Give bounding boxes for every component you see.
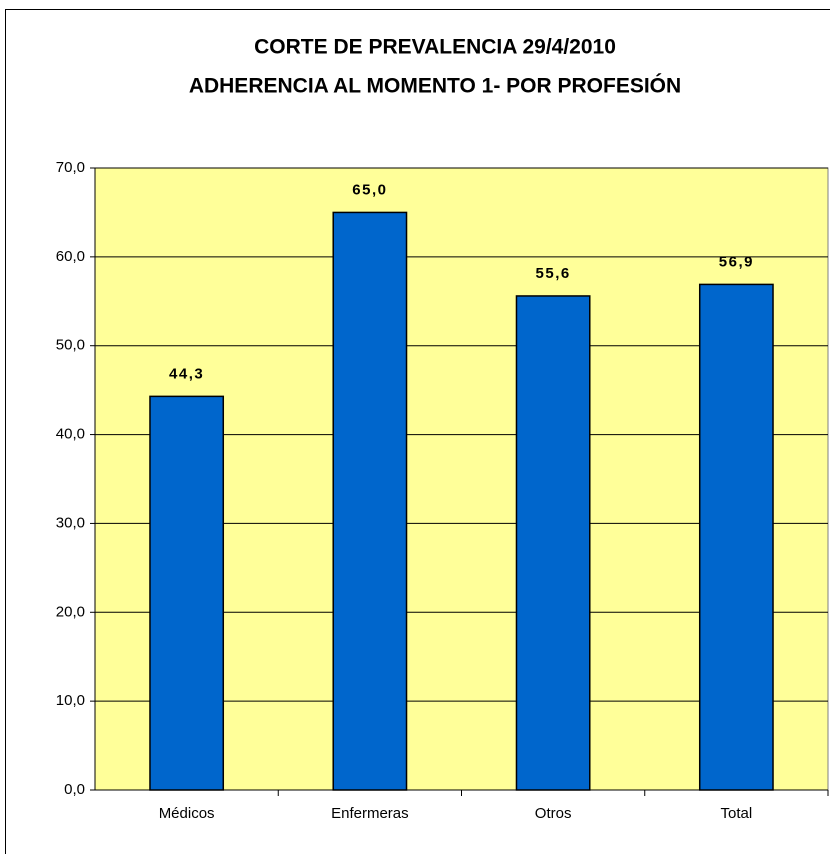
x-tick-label: Médicos (159, 805, 215, 822)
x-tick-label: Total (721, 805, 753, 822)
y-tick-label: 0,0 (64, 781, 85, 798)
bar (515, 295, 591, 791)
y-tick-label: 30,0 (56, 514, 85, 531)
value-label: 56,9 (719, 253, 754, 270)
y-tick-label: 60,0 (56, 248, 85, 265)
bar (149, 395, 225, 791)
value-label: 55,6 (536, 265, 571, 282)
x-tick-label: Otros (535, 805, 572, 822)
y-tick-label: 10,0 (56, 692, 85, 709)
value-label: 65,0 (352, 181, 387, 198)
bar (698, 283, 774, 791)
x-tick-label: Enfermeras (331, 805, 409, 822)
chart-title: ADHERENCIA AL MOMENTO 1- POR PROFESIÓN (189, 74, 681, 98)
value-label: 44,3 (169, 365, 204, 382)
chart-title: CORTE DE PREVALENCIA 29/4/2010 (254, 36, 616, 59)
y-tick-label: 20,0 (56, 603, 85, 620)
y-tick-label: 50,0 (56, 337, 85, 354)
bar (332, 211, 408, 791)
y-tick-label: 40,0 (56, 426, 85, 443)
y-tick-label: 70,0 (56, 159, 85, 176)
